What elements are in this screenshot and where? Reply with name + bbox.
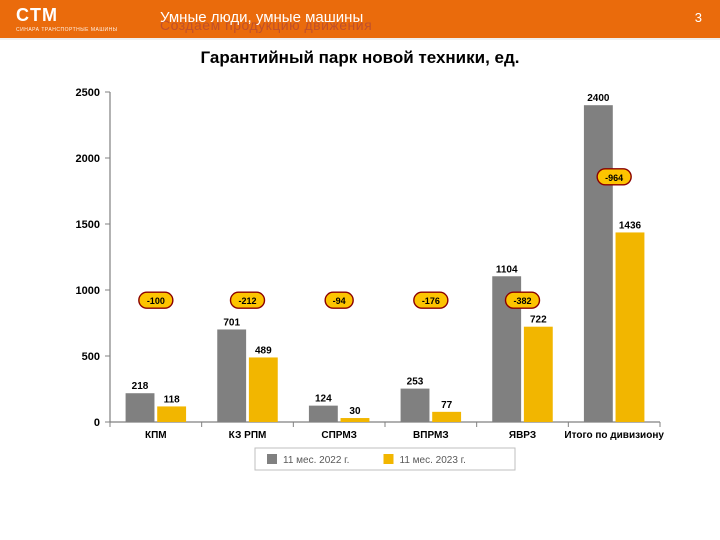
category-label: КПМ <box>145 430 167 441</box>
bar-value-label: 701 <box>223 317 240 328</box>
logo: CTM СИНАРА ТРАНСПОРТНЫЕ МАШИНЫ <box>16 6 118 33</box>
legend-label: 11 мес. 2022 г. <box>283 455 349 466</box>
y-axis-label: 2000 <box>76 153 100 165</box>
y-axis-label: 1000 <box>76 285 100 297</box>
page-number: 3 <box>695 10 702 25</box>
delta-badge-text: -964 <box>605 173 623 183</box>
bar <box>616 232 645 422</box>
category-label: ЯВРЗ <box>509 430 536 441</box>
bar <box>584 105 613 422</box>
y-axis-label: 2500 <box>76 87 100 99</box>
delta-badge-text: -94 <box>333 296 346 306</box>
legend-swatch <box>384 454 394 464</box>
bar <box>432 412 461 422</box>
bar <box>126 393 155 422</box>
category-label: КЗ РПМ <box>229 430 267 441</box>
bar-value-label: 124 <box>315 394 332 405</box>
slide-header: CTM СИНАРА ТРАНСПОРТНЫЕ МАШИНЫ Создаем п… <box>0 0 720 38</box>
chart: 0 500 1000 1500 2000 2500 218 118 КПМ 701 489 КЗ РП… <box>40 72 680 492</box>
bar-value-label: 722 <box>530 315 547 326</box>
logo-subtext: СИНАРА ТРАНСПОРТНЫЕ МАШИНЫ <box>16 27 118 33</box>
logo-mark: CTM <box>16 5 58 25</box>
tagline: Умные люди, умные машины <box>160 9 363 26</box>
bar-value-label: 1104 <box>496 264 518 275</box>
legend-swatch <box>267 454 277 464</box>
bar <box>249 357 278 422</box>
category-label: ВПРМЗ <box>413 430 449 441</box>
bar <box>524 327 553 422</box>
bar <box>309 406 338 422</box>
delta-badge-text: -176 <box>422 296 440 306</box>
bar-value-label: 253 <box>407 377 424 388</box>
bar-value-label: 218 <box>132 381 149 392</box>
category-label: Итого по дивизиону <box>564 430 664 441</box>
delta-badge-text: -212 <box>238 296 256 306</box>
bar-value-label: 77 <box>441 400 453 411</box>
bar <box>341 418 370 422</box>
divider <box>0 38 720 40</box>
y-axis-label: 1500 <box>76 219 100 231</box>
legend-label: 11 мес. 2023 г. <box>400 455 466 466</box>
bar-value-label: 2400 <box>587 93 610 104</box>
bar-value-label: 118 <box>164 394 181 405</box>
y-axis-label: 500 <box>82 351 100 363</box>
delta-badge-text: -382 <box>513 296 531 306</box>
bar <box>401 389 430 422</box>
bar-value-label: 30 <box>349 406 361 417</box>
delta-badge-text: -100 <box>147 296 165 306</box>
bar <box>157 406 186 422</box>
chart-title: Гарантийный парк новой техники, ед. <box>0 48 720 68</box>
bar-value-label: 1436 <box>619 220 642 231</box>
y-axis-label: 0 <box>94 417 100 429</box>
category-label: СПРМЗ <box>321 430 357 441</box>
bar-value-label: 489 <box>255 345 272 356</box>
bar <box>217 329 246 422</box>
